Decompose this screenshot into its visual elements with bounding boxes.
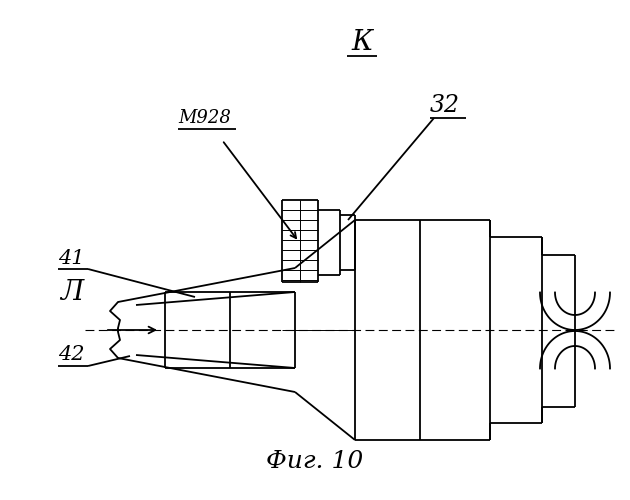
Text: Фиг. 10: Фиг. 10	[266, 450, 364, 473]
Text: К: К	[352, 28, 373, 56]
Text: Л: Л	[60, 278, 84, 305]
Text: 42: 42	[58, 346, 84, 364]
Text: 41: 41	[58, 248, 84, 268]
Text: М928: М928	[178, 109, 231, 127]
Text: 32: 32	[430, 94, 460, 116]
